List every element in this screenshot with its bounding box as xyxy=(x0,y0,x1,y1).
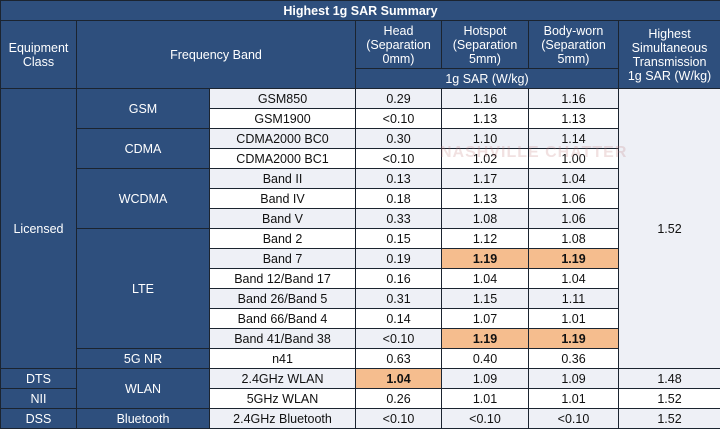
band-cell: Band V xyxy=(209,208,356,229)
header-simultaneous-unit: 1g SAR (W/kg) xyxy=(627,68,712,83)
group-gsm: GSM xyxy=(76,88,210,129)
simultaneous-dss: 1.52 xyxy=(617,408,720,429)
band-cell: 2.4GHz Bluetooth xyxy=(209,408,356,429)
bodyworn-cell-highlight: 1.19 xyxy=(528,328,619,349)
head-cell: 0.29 xyxy=(355,88,442,109)
band-cell: GSM850 xyxy=(209,88,356,109)
header-hotspot: Hotspot (Separation 5mm) xyxy=(441,20,529,69)
hotspot-cell: 1.13 xyxy=(441,108,529,129)
head-cell: 0.18 xyxy=(355,188,442,209)
band-cell: Band 7 xyxy=(209,248,356,269)
group-bluetooth: Bluetooth xyxy=(76,408,210,429)
hotspot-cell: 1.08 xyxy=(441,208,529,229)
head-cell-highlight: 1.04 xyxy=(355,368,442,389)
bodyworn-cell: 1.04 xyxy=(528,168,619,189)
head-cell: <0.10 xyxy=(355,328,442,349)
hotspot-cell: <0.10 xyxy=(441,408,529,429)
bodyworn-cell: 1.01 xyxy=(528,308,619,329)
head-cell: 0.63 xyxy=(355,348,442,369)
bodyworn-cell: 1.13 xyxy=(528,108,619,129)
head-cell: <0.10 xyxy=(355,108,442,129)
header-head: Head (Separation 0mm) xyxy=(355,20,442,69)
bodyworn-cell: 0.36 xyxy=(528,348,619,369)
bodyworn-cell: 1.08 xyxy=(528,228,619,249)
band-cell: Band 2 xyxy=(209,228,356,249)
head-cell: 0.26 xyxy=(355,388,442,409)
simultaneous-nii: 1.52 xyxy=(617,388,720,409)
simultaneous-dts: 1.48 xyxy=(617,368,720,389)
simultaneous-licensed: 1.52 xyxy=(617,88,720,369)
group-lte: LTE xyxy=(76,228,210,349)
header-bodyworn: Body-worn (Separation 5mm) xyxy=(528,20,619,69)
hotspot-cell-highlight: 1.19 xyxy=(441,248,529,269)
band-cell: Band 66/Band 4 xyxy=(209,308,356,329)
bodyworn-cell: 1.11 xyxy=(528,288,619,309)
band-cell: GSM1900 xyxy=(209,108,356,129)
head-cell: 0.14 xyxy=(355,308,442,329)
band-cell: Band 26/Band 5 xyxy=(209,288,356,309)
bodyworn-cell: 1.14 xyxy=(528,128,619,149)
group-wlan: WLAN xyxy=(76,368,210,409)
band-cell: n41 xyxy=(209,348,356,369)
bodyworn-cell: 1.01 xyxy=(528,388,619,409)
band-cell: Band 12/Band 17 xyxy=(209,268,356,289)
band-cell: Band IV xyxy=(209,188,356,209)
hotspot-cell: 1.15 xyxy=(441,288,529,309)
hotspot-cell: 1.17 xyxy=(441,168,529,189)
hotspot-cell: 1.02 xyxy=(441,148,529,169)
head-cell: 0.33 xyxy=(355,208,442,229)
bodyworn-cell: 1.06 xyxy=(528,208,619,229)
group-wcdma: WCDMA xyxy=(76,168,210,229)
band-cell: CDMA2000 BC0 xyxy=(209,128,356,149)
head-cell: <0.10 xyxy=(355,408,442,429)
hotspot-cell: 1.10 xyxy=(441,128,529,149)
header-simultaneous: Highest Simultaneous Transmission 1g SAR… xyxy=(617,20,720,89)
hotspot-cell: 0.40 xyxy=(441,348,529,369)
band-cell: Band II xyxy=(209,168,356,189)
head-cell: 0.16 xyxy=(355,268,442,289)
group-cdma: CDMA xyxy=(76,128,210,169)
hotspot-cell: 1.16 xyxy=(441,88,529,109)
table-title: Highest 1g SAR Summary xyxy=(0,0,720,21)
bodyworn-cell: 1.00 xyxy=(528,148,619,169)
hotspot-cell: 1.04 xyxy=(441,268,529,289)
bodyworn-cell: 1.04 xyxy=(528,268,619,289)
class-nii: NII xyxy=(0,388,77,409)
header-equipment-class: Equipment Class xyxy=(0,20,77,89)
hotspot-cell: 1.12 xyxy=(441,228,529,249)
hotspot-cell-highlight: 1.19 xyxy=(441,328,529,349)
class-licensed: Licensed xyxy=(0,88,77,369)
header-frequency-band: Frequency Band xyxy=(76,20,356,89)
hotspot-cell: 1.13 xyxy=(441,188,529,209)
bodyworn-cell: 1.06 xyxy=(528,188,619,209)
bodyworn-cell: <0.10 xyxy=(528,408,619,429)
head-cell: 0.30 xyxy=(355,128,442,149)
class-dts: DTS xyxy=(0,368,77,389)
head-cell: <0.10 xyxy=(355,148,442,169)
band-cell: 2.4GHz WLAN xyxy=(209,368,356,389)
head-cell: 0.31 xyxy=(355,288,442,309)
head-cell: 0.13 xyxy=(355,168,442,189)
header-simultaneous-label: Highest Simultaneous Transmission xyxy=(631,26,708,69)
hotspot-cell: 1.09 xyxy=(441,368,529,389)
head-cell: 0.15 xyxy=(355,228,442,249)
hotspot-cell: 1.07 xyxy=(441,308,529,329)
bodyworn-cell: 1.09 xyxy=(528,368,619,389)
class-dss: DSS xyxy=(0,408,77,429)
bodyworn-cell: 1.16 xyxy=(528,88,619,109)
band-cell: CDMA2000 BC1 xyxy=(209,148,356,169)
band-cell: 5GHz WLAN xyxy=(209,388,356,409)
head-cell: 0.19 xyxy=(355,248,442,269)
bodyworn-cell-highlight: 1.19 xyxy=(528,248,619,269)
band-cell: Band 41/Band 38 xyxy=(209,328,356,349)
hotspot-cell: 1.01 xyxy=(441,388,529,409)
header-sar-unit: 1g SAR (W/kg) xyxy=(355,68,619,89)
group-5g-nr: 5G NR xyxy=(76,348,210,369)
